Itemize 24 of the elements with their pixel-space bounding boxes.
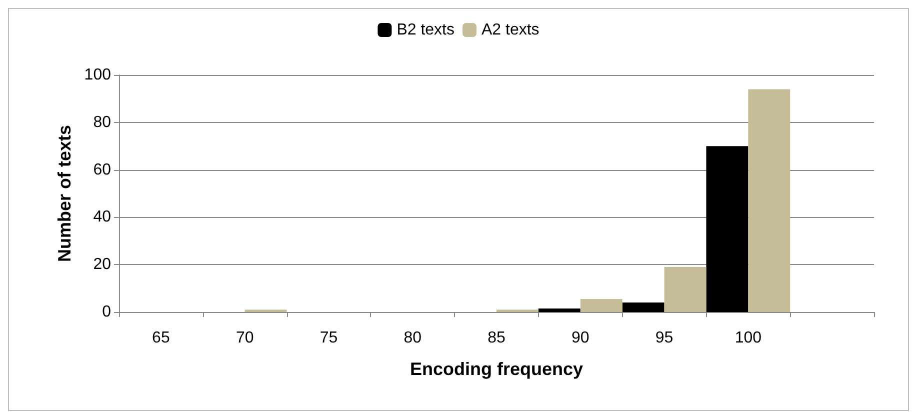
y-tick-label: 20 [93,256,112,274]
y-tick-label: 60 [93,161,112,178]
x-tick-label: 95 [655,330,674,346]
x-tick-label: 75 [320,330,338,346]
y-axis-title: Number of texts [54,124,74,262]
y-tick-label: 0 [102,304,112,320]
bar [538,308,580,312]
bar [706,146,748,312]
x-tick-label: 70 [236,330,254,346]
x-tick-label: 65 [152,330,170,346]
bar [664,266,706,312]
y-tick-label: 80 [93,114,112,131]
x-tick-label: 90 [571,330,590,346]
bar [622,302,664,312]
y-tick-label: 100 [84,66,112,84]
x-tick-label: 80 [404,330,422,346]
legend-label: B2 texts [396,22,455,38]
x-tick-label: 85 [488,330,506,346]
bar [748,89,790,312]
bar [580,298,622,312]
x-tick-label: 100 [734,330,762,346]
y-tick-label: 40 [93,208,112,226]
x-axis-title: Encoding frequency [410,359,584,379]
legend-label: A2 texts [482,22,540,38]
